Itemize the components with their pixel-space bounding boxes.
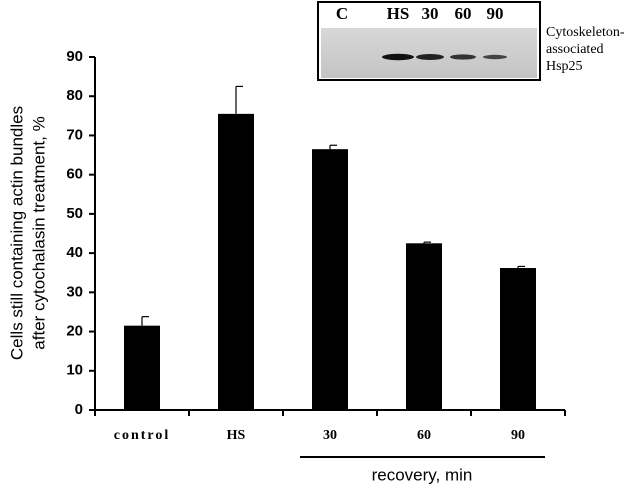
x-tick-label: HS [227,428,246,443]
x-tick-label: 30 [323,428,337,443]
y-tick-label: 90 [66,48,83,65]
bar [406,243,442,410]
x-tick-label: 90 [511,428,525,443]
y-tick-label: 60 [66,166,83,183]
y-tick-label: 10 [66,362,83,379]
bar [218,114,254,410]
inset-caption: Cytoskeleton- [546,25,625,40]
inset-caption: associated [546,42,604,57]
lane-label: HS [387,4,410,23]
error-bar [330,145,337,149]
bar [124,326,160,410]
error-bar [518,266,525,268]
y-axis-title: Cells still containing actin bundles aft… [7,106,48,360]
y-tick-label: 0 [75,401,83,418]
bar [312,149,348,410]
x-tick-label: control [114,428,171,443]
blot-band [450,54,476,59]
lane-label: 90 [487,4,504,23]
blot-band [483,55,507,59]
y-tick-label: 40 [66,244,83,261]
inset-caption: Hsp25 [546,59,583,74]
group-label: recovery, min [372,465,473,484]
y-tick-label: 20 [66,323,83,340]
y-tick-label: 70 [66,126,83,143]
x-tick-label: 60 [417,428,431,443]
y-tick-label: 30 [66,283,83,300]
blot-band [416,54,444,60]
y-axis-title-line: Cells still containing actin bundles [7,106,26,360]
error-bar [236,86,243,113]
blot-band [382,54,414,60]
chart: Cells still containing actin bundles aft… [0,0,642,488]
y-axis-title-line: after cytochalasin treatment, % [29,116,48,349]
y-tick-label: 80 [66,87,83,104]
bar [500,268,536,410]
error-bar [424,242,431,243]
blot-membrane [321,28,537,78]
lane-label: 30 [422,4,439,23]
lane-label: C [336,4,348,23]
error-bar [142,317,149,326]
y-tick-label: 50 [66,205,83,222]
lane-label: 60 [455,4,472,23]
